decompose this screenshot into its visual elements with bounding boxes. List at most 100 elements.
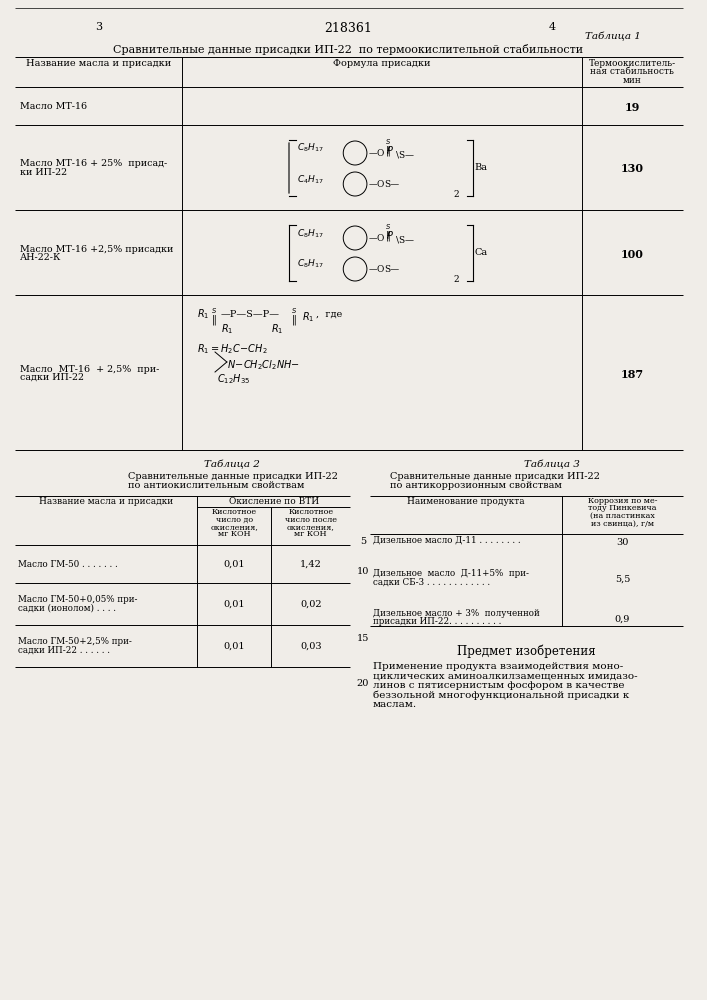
Text: Таблица 1: Таблица 1 bbox=[585, 32, 641, 41]
Text: садки (ионолом) . . . .: садки (ионолом) . . . . bbox=[18, 604, 116, 613]
Text: (на пластинках: (на пластинках bbox=[590, 512, 655, 520]
Text: садки ИП-22: садки ИП-22 bbox=[20, 373, 83, 382]
Text: $N\!-\!CH_2Cl_2NH\!-$: $N\!-\!CH_2Cl_2NH\!-$ bbox=[227, 358, 300, 372]
Text: Ba: Ba bbox=[474, 163, 487, 172]
Text: Сравнительные данные присадки ИП-22  по термоокислительной стабильности: Сравнительные данные присадки ИП-22 по т… bbox=[113, 44, 583, 55]
Text: беззольной многофункциональной присадки к: беззольной многофункциональной присадки … bbox=[373, 690, 629, 700]
Text: —O: —O bbox=[369, 265, 385, 274]
Text: АН-22-К: АН-22-К bbox=[20, 253, 61, 262]
Text: 0,01: 0,01 bbox=[223, 560, 245, 569]
Text: 187: 187 bbox=[621, 368, 644, 379]
Text: окисления,: окисления, bbox=[287, 523, 334, 531]
Text: 0,03: 0,03 bbox=[300, 642, 322, 651]
Text: —O: —O bbox=[369, 234, 385, 243]
Text: Наименование продукта: Наименование продукта bbox=[407, 497, 525, 506]
Text: Масло ГМ-50+2,5% при-: Масло ГМ-50+2,5% при- bbox=[18, 638, 132, 647]
Text: $R_1$: $R_1$ bbox=[221, 322, 233, 336]
Text: мг КОН: мг КОН bbox=[294, 530, 327, 538]
Text: число после: число после bbox=[285, 516, 337, 524]
Text: ная стабильность: ная стабильность bbox=[590, 68, 674, 77]
Text: Таблица 3: Таблица 3 bbox=[525, 460, 580, 469]
Text: окисления,: окисления, bbox=[210, 523, 258, 531]
Text: $R_1$: $R_1$ bbox=[302, 310, 314, 324]
Text: S—: S— bbox=[385, 180, 399, 189]
Text: 218361: 218361 bbox=[325, 22, 372, 35]
Text: Масло МТ-16 + 25%  присад-: Масло МТ-16 + 25% присад- bbox=[20, 159, 167, 168]
Text: 30: 30 bbox=[617, 538, 629, 547]
Text: 0,01: 0,01 bbox=[223, 600, 245, 609]
Text: Название масла и присадки: Название масла и присадки bbox=[39, 497, 173, 506]
Text: Дизельное масло Д-11 . . . . . . . .: Дизельное масло Д-11 . . . . . . . . bbox=[373, 536, 520, 545]
Text: 2: 2 bbox=[454, 275, 460, 284]
Text: Масло ГМ-50+0,05% при-: Масло ГМ-50+0,05% при- bbox=[18, 595, 137, 604]
Text: Масло ГМ-50 . . . . . . .: Масло ГМ-50 . . . . . . . bbox=[18, 560, 117, 569]
Text: Дизельное масло + 3%  полученной: Дизельное масло + 3% полученной bbox=[373, 609, 539, 618]
Text: Коррозия по ме-: Коррозия по ме- bbox=[588, 497, 657, 505]
Text: $\overset{S}{\|}$: $\overset{S}{\|}$ bbox=[291, 307, 297, 328]
Text: по антиокислительным свойствам: по антиокислительным свойствам bbox=[128, 481, 305, 490]
Text: 10: 10 bbox=[357, 567, 369, 576]
Text: $\backslash$S—: $\backslash$S— bbox=[395, 234, 414, 245]
Text: Масло МТ-16: Масло МТ-16 bbox=[20, 102, 87, 111]
Text: $\overset{S}{\|}\!\!P$: $\overset{S}{\|}\!\!P$ bbox=[385, 138, 395, 159]
Text: Масло  МТ-16  + 2,5%  при-: Масло МТ-16 + 2,5% при- bbox=[20, 364, 159, 373]
Text: 4: 4 bbox=[549, 22, 556, 32]
Text: циклических аминоалкилзамещенных имидазо-: циклических аминоалкилзамещенных имидазо… bbox=[373, 672, 638, 680]
Text: присадки ИП-22. . . . . . . . . .: присадки ИП-22. . . . . . . . . . bbox=[373, 617, 501, 626]
Text: $C_8H_{17}$: $C_8H_{17}$ bbox=[297, 227, 324, 239]
Text: 100: 100 bbox=[621, 248, 643, 259]
Text: мин: мин bbox=[623, 76, 642, 85]
Text: $\overset{S}{\|}$: $\overset{S}{\|}$ bbox=[211, 307, 217, 328]
Text: ,  где: , где bbox=[315, 310, 342, 319]
Text: Таблица 2: Таблица 2 bbox=[204, 460, 259, 469]
Text: $C_4H_{17}$: $C_4H_{17}$ bbox=[297, 173, 324, 186]
Text: —O: —O bbox=[369, 180, 385, 189]
Text: число до: число до bbox=[216, 516, 253, 524]
Text: S—: S— bbox=[385, 265, 399, 274]
Text: Название масла и присадки: Название масла и присадки bbox=[26, 59, 171, 68]
Text: $\overset{S}{\|}\!\!P$: $\overset{S}{\|}\!\!P$ bbox=[385, 223, 395, 244]
Text: 15: 15 bbox=[357, 634, 369, 643]
Text: $C_8H_{17}$: $C_8H_{17}$ bbox=[297, 258, 324, 270]
Text: Применение продукта взаимодействия моно-: Применение продукта взаимодействия моно- bbox=[373, 662, 623, 671]
Text: по антикоррозионным свойствам: по антикоррозионным свойствам bbox=[390, 481, 561, 490]
Text: $C_8H_{17}$: $C_8H_{17}$ bbox=[297, 142, 324, 154]
Text: Предмет изобретения: Предмет изобретения bbox=[457, 644, 595, 658]
Text: маслам.: маслам. bbox=[373, 700, 417, 709]
Text: Формула присадки: Формула присадки bbox=[334, 59, 431, 68]
Text: садки СБ-3 . . . . . . . . . . . .: садки СБ-3 . . . . . . . . . . . . bbox=[373, 578, 490, 586]
Text: мг КОН: мг КОН bbox=[218, 530, 250, 538]
Text: $R_1$: $R_1$ bbox=[197, 307, 210, 321]
Text: $C_{12}H_{35}$: $C_{12}H_{35}$ bbox=[217, 372, 250, 386]
Text: Кислотное: Кислотное bbox=[211, 508, 257, 516]
Text: Сравнительные данные присадки ИП-22: Сравнительные данные присадки ИП-22 bbox=[390, 472, 600, 481]
Text: $\backslash$S—: $\backslash$S— bbox=[395, 149, 414, 160]
Text: линов с пятисернистым фосфором в качестве: линов с пятисернистым фосфором в качеств… bbox=[373, 681, 624, 690]
Text: Термоокислитель-: Термоокислитель- bbox=[589, 59, 676, 68]
Text: Масло МТ-16 +2,5% присадки: Масло МТ-16 +2,5% присадки bbox=[20, 244, 173, 253]
Text: ки ИП-22: ки ИП-22 bbox=[20, 168, 67, 177]
Text: Дизельное  масло  Д-11+5%  при-: Дизельное масло Д-11+5% при- bbox=[373, 569, 529, 578]
Text: садки ИП-22 . . . . . .: садки ИП-22 . . . . . . bbox=[18, 646, 110, 655]
Text: 0,01: 0,01 bbox=[223, 642, 245, 651]
Text: $R_1 = H_2C\!-\!CH_2$: $R_1 = H_2C\!-\!CH_2$ bbox=[197, 342, 268, 356]
Text: —P—S—P—: —P—S—P— bbox=[221, 310, 280, 319]
Text: —O: —O bbox=[369, 149, 385, 158]
Text: 2: 2 bbox=[454, 190, 460, 199]
Text: 0,9: 0,9 bbox=[614, 615, 630, 624]
Text: Окисление по ВТИ: Окисление по ВТИ bbox=[228, 497, 319, 506]
Text: 1,42: 1,42 bbox=[300, 560, 322, 569]
Text: 0,02: 0,02 bbox=[300, 600, 322, 609]
Text: Кислотное: Кислотное bbox=[288, 508, 333, 516]
Text: $R_1$: $R_1$ bbox=[271, 322, 284, 336]
Text: 19: 19 bbox=[624, 102, 640, 113]
Text: 5,5: 5,5 bbox=[614, 575, 630, 584]
Text: 5: 5 bbox=[360, 537, 366, 546]
Text: Сравнительные данные присадки ИП-22: Сравнительные данные присадки ИП-22 bbox=[128, 472, 338, 481]
Text: 3: 3 bbox=[95, 22, 103, 32]
Text: Ca: Ca bbox=[474, 248, 488, 257]
Text: из свинца), г/м: из свинца), г/м bbox=[591, 520, 654, 528]
Text: 20: 20 bbox=[357, 679, 369, 688]
Text: 130: 130 bbox=[621, 163, 644, 174]
Text: тоду Пинкевича: тоду Пинкевича bbox=[588, 504, 657, 512]
